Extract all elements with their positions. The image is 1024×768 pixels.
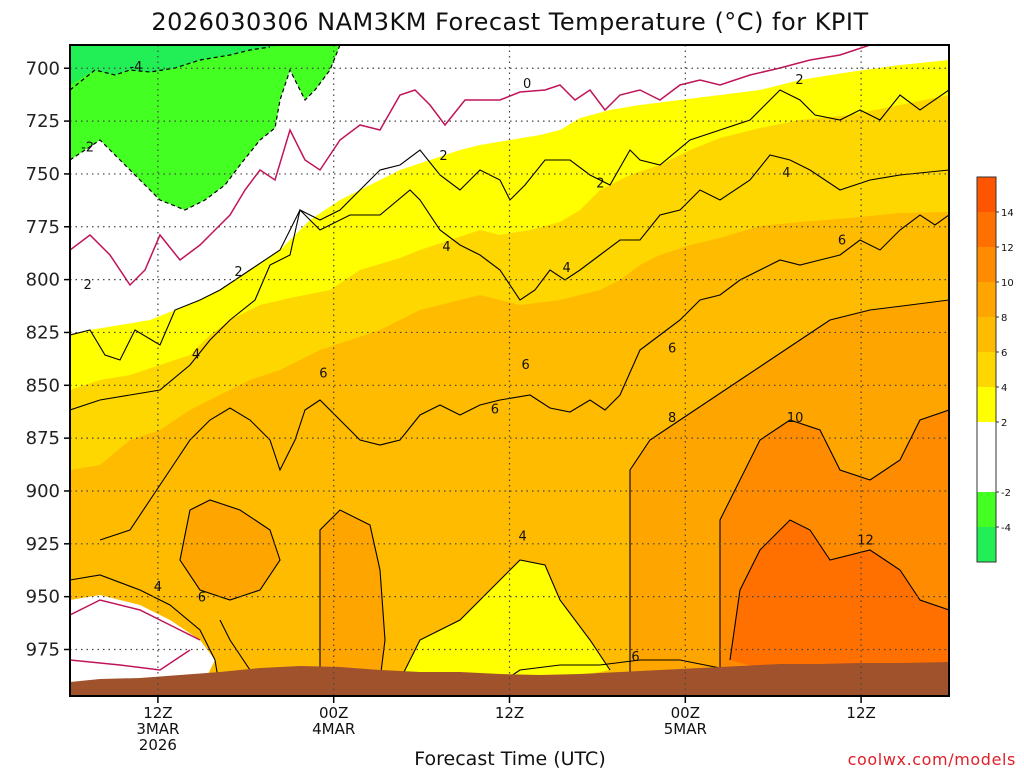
contour-minus2 xyxy=(70,45,341,211)
contour-6 xyxy=(99,214,949,541)
colorbar-tick-label: 12 xyxy=(1001,243,1014,254)
x-tick-label: 00Z xyxy=(671,704,700,722)
y-tick-label: 875 xyxy=(26,428,60,449)
band-12-to-14 xyxy=(730,520,949,680)
contour-label: 2 xyxy=(234,265,242,280)
contour-label: 6 xyxy=(838,233,846,248)
contour-label: 4 xyxy=(519,529,527,544)
contour-label: 8 xyxy=(668,411,676,426)
y-tick-label: 975 xyxy=(26,640,60,661)
colorbar-bin xyxy=(977,387,996,422)
colorbar-bin xyxy=(977,177,996,212)
y-tick-label: 775 xyxy=(26,217,60,238)
band-8-to-10-middle xyxy=(320,510,385,680)
contour-6-lower xyxy=(219,619,721,691)
x-tick-label: 12Z xyxy=(143,704,172,722)
contour-label: 4 xyxy=(782,166,790,181)
contour-labels: -4 -2 0 2 2 2 2 2 4 4 4 4 4 4 6 6 6 6 6 6 6 8 10 12 xyxy=(81,60,874,665)
x-tick-label: 12Z xyxy=(846,704,875,722)
colorbar-bin xyxy=(977,422,996,492)
band-2-to-4-lower-center xyxy=(400,560,610,680)
band-8-to-10-left xyxy=(180,500,280,600)
y-axis: 700 725 750 775 800 825 850 875 900 925 950 975 xyxy=(26,58,70,661)
x-tick-label: 2026 xyxy=(139,736,177,754)
colorbar-bin xyxy=(977,317,996,352)
contour-10 xyxy=(719,409,949,690)
contour-0-freezing-lower-2 xyxy=(70,649,191,671)
contour-label: 6 xyxy=(491,403,499,418)
band-minus2-to-2 xyxy=(70,45,949,335)
x-axis-label: Forecast Time (UTC) xyxy=(414,748,605,768)
contour-label: 2 xyxy=(83,278,91,293)
band-minus4-to-minus2 xyxy=(70,45,340,210)
band-minus6-to-minus4 xyxy=(70,45,290,85)
colorbar-tick-label: 6 xyxy=(1001,348,1007,359)
contour-2 xyxy=(70,89,949,361)
colorbar-bin xyxy=(977,492,996,527)
colorbar-bin xyxy=(977,527,996,562)
contour-8-left xyxy=(179,499,281,601)
contour-0-freezing xyxy=(70,45,871,287)
y-tick-label: 800 xyxy=(26,270,60,291)
contour-label: 2 xyxy=(596,176,604,191)
grid-lines xyxy=(70,45,949,696)
contour-8-mid xyxy=(319,509,386,681)
y-tick-label: 750 xyxy=(26,164,60,185)
colorbar-bin xyxy=(977,352,996,387)
contour-label: 2 xyxy=(439,149,447,164)
y-tick-label: 950 xyxy=(26,587,60,608)
contour-4-lower xyxy=(70,559,611,691)
contour-label: 4 xyxy=(442,240,450,255)
y-tick-label: 850 xyxy=(26,375,60,396)
colorbar-tick-label: 14 xyxy=(1001,208,1014,219)
x-tick-label: 5MAR xyxy=(664,720,707,738)
x-tick-label: 00Z xyxy=(319,704,348,722)
chart-title: 2026030306 NAM3KM Forecast Temperature (… xyxy=(151,8,868,36)
contour-label: 4 xyxy=(154,580,162,595)
plot-area xyxy=(70,45,949,696)
colorbar-bin xyxy=(977,247,996,282)
y-tick-label: 700 xyxy=(26,58,60,79)
contour-label: 6 xyxy=(319,367,327,382)
contour-label: 6 xyxy=(198,591,206,606)
contour-label: 4 xyxy=(562,261,570,276)
band-minus2-to-2-lower-left xyxy=(70,595,215,690)
credit-link[interactable]: coolwx.com/models xyxy=(848,750,1016,768)
x-tick-label: 3MAR xyxy=(136,720,179,738)
y-tick-label: 825 xyxy=(26,322,60,343)
contour-8 xyxy=(629,299,949,690)
y-tick-label: 925 xyxy=(26,534,60,555)
y-tick-label: 900 xyxy=(26,481,60,502)
y-tick-label: 725 xyxy=(26,111,60,132)
colorbar-tick-label: 4 xyxy=(1001,383,1007,394)
colorbar-bin xyxy=(977,212,996,247)
contour-minus4 xyxy=(70,46,271,91)
contour-label: 0 xyxy=(523,77,531,92)
colorbar-tick-label: 10 xyxy=(1001,278,1014,289)
colorbar-tick-label: -2 xyxy=(1001,488,1011,499)
contour-label: -2 xyxy=(81,140,94,155)
colorbar-tick-label: 2 xyxy=(1001,418,1007,429)
contour-12 xyxy=(729,519,949,661)
contour-label: 6 xyxy=(631,650,639,665)
x-tick-label: 4MAR xyxy=(312,720,355,738)
colorbar-frame xyxy=(976,176,997,563)
contour-label: -4 xyxy=(129,60,142,75)
contour-label: 2 xyxy=(795,73,803,88)
contour-label: 12 xyxy=(857,534,874,549)
contour-label: 4 xyxy=(192,348,200,363)
contour-label: 6 xyxy=(521,358,529,373)
colorbar-tick-label: -4 xyxy=(1001,523,1011,534)
contour-label: 6 xyxy=(668,341,676,356)
colorbar-tick-label: 8 xyxy=(1001,313,1007,324)
contour-0-freezing-lower xyxy=(70,599,201,641)
colorbar: -4 -2 2 4 6 8 10 12 14 xyxy=(976,176,1014,563)
colorbar-bin xyxy=(977,282,996,317)
contour-4 xyxy=(70,154,949,411)
contour-label: 10 xyxy=(787,411,804,426)
x-tick-label: 12Z xyxy=(495,704,524,722)
